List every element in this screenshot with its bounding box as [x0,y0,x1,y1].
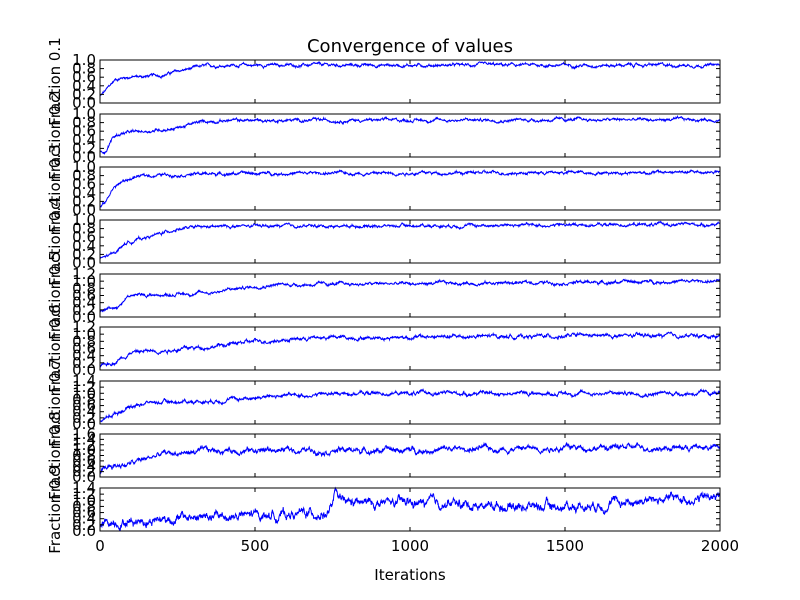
series-line [100,279,720,312]
x-tick-label: 2000 [701,537,739,555]
series-line [100,170,720,208]
y-tick-label: 1.4 [72,372,96,390]
series-line [100,62,720,97]
series-line [100,389,720,421]
y-tick-label: 1.2 [72,265,96,283]
series-line [100,332,720,367]
x-axis-label: Iterations [374,566,446,584]
series-line [100,443,720,475]
y-tick-label: 1.2 [72,318,96,336]
y-tick-label: 1.0 [72,105,96,123]
y-tick-label: 1.6 [72,425,96,443]
y-tick-label: 1.0 [72,158,96,176]
y-axis-label: Fraction 0.9 [46,465,64,554]
chart-title: Convergence of values [307,36,513,57]
plot-frame [100,488,720,531]
series-line [100,488,720,530]
x-tick-label: 0 [95,537,105,555]
series-line [100,116,720,153]
x-tick-label: 1000 [391,537,429,555]
x-tick-label: 1500 [546,537,584,555]
plot-frame [100,434,720,477]
y-tick-label: 1.0 [72,51,96,69]
series-line [100,221,720,258]
y-tick-label: 1.0 [72,211,96,229]
x-tick-label: 500 [241,537,270,555]
y-tick-label: 1.4 [72,479,96,497]
